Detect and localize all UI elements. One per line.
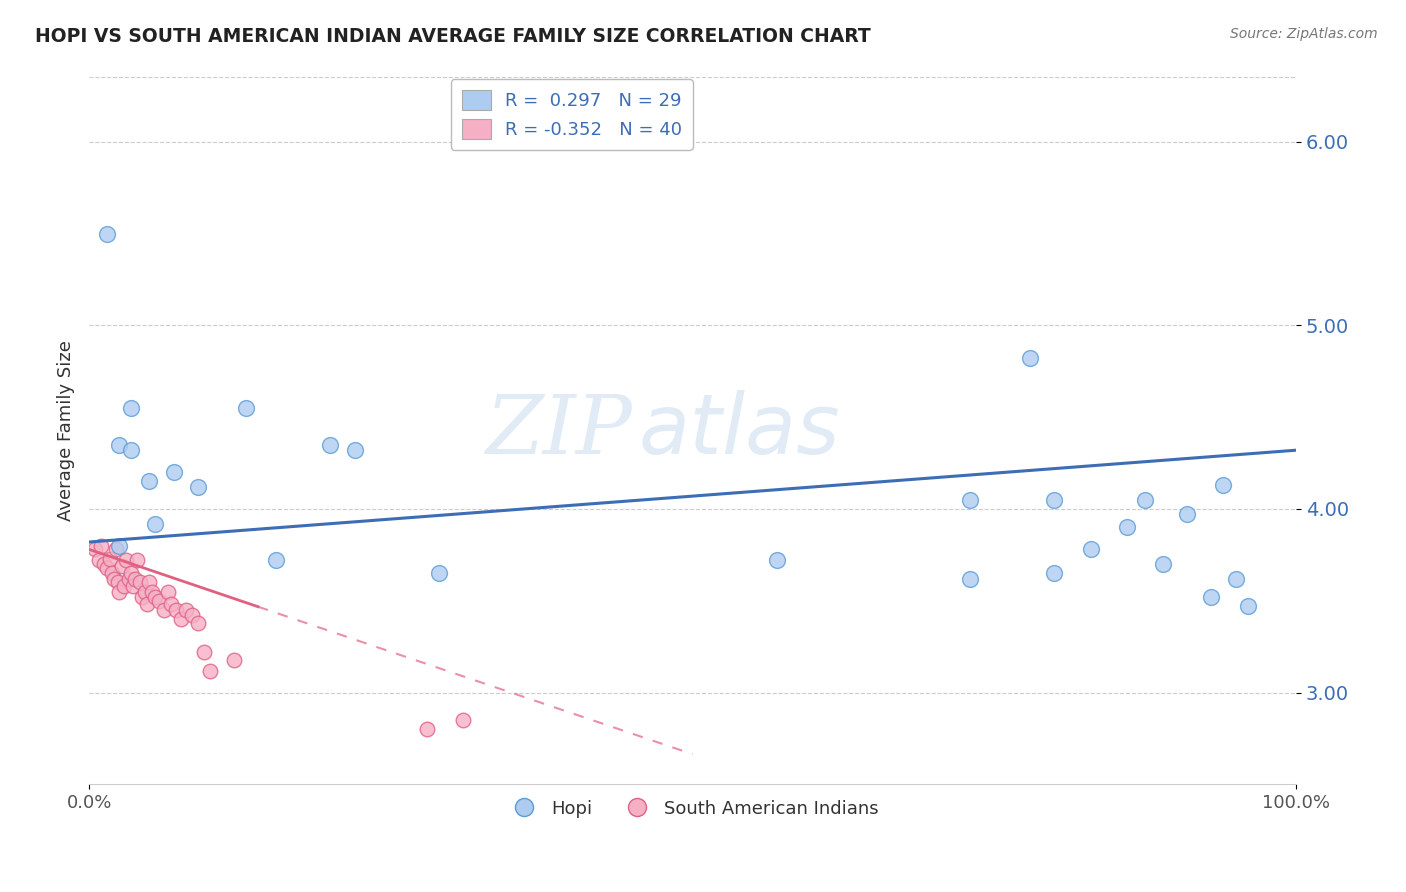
Text: atlas: atlas — [638, 391, 839, 472]
Point — [319, 438, 342, 452]
Point — [93, 557, 115, 571]
Point — [198, 664, 221, 678]
Point — [1175, 508, 1198, 522]
Point — [160, 598, 183, 612]
Point — [108, 584, 131, 599]
Point — [156, 584, 179, 599]
Point — [120, 443, 142, 458]
Point — [187, 480, 209, 494]
Point — [343, 443, 366, 458]
Point — [1236, 599, 1258, 614]
Point — [128, 575, 150, 590]
Point — [121, 579, 143, 593]
Point — [1043, 566, 1066, 581]
Point — [87, 553, 110, 567]
Point — [138, 475, 160, 489]
Point — [101, 566, 124, 581]
Text: ZIP: ZIP — [485, 391, 633, 471]
Point — [959, 572, 981, 586]
Point — [180, 608, 202, 623]
Point — [108, 438, 131, 452]
Point — [1212, 478, 1234, 492]
Point — [766, 553, 789, 567]
Point — [959, 492, 981, 507]
Point — [111, 558, 134, 573]
Point — [264, 553, 287, 567]
Point — [145, 590, 167, 604]
Point — [1133, 492, 1156, 507]
Point — [1225, 572, 1247, 586]
Point — [145, 516, 167, 531]
Point — [1115, 520, 1137, 534]
Point — [141, 584, 163, 599]
Point — [1201, 590, 1223, 604]
Point — [120, 401, 142, 415]
Point — [107, 575, 129, 590]
Text: HOPI VS SOUTH AMERICAN INDIAN AVERAGE FAMILY SIZE CORRELATION CHART: HOPI VS SOUTH AMERICAN INDIAN AVERAGE FA… — [35, 27, 870, 45]
Point — [165, 603, 187, 617]
Point — [1080, 542, 1102, 557]
Point — [148, 594, 170, 608]
Point — [124, 572, 146, 586]
Point — [136, 598, 159, 612]
Point — [1019, 351, 1042, 366]
Point — [427, 566, 450, 581]
Point — [108, 539, 131, 553]
Point — [120, 566, 142, 581]
Point — [103, 572, 125, 586]
Point — [112, 579, 135, 593]
Point — [1043, 492, 1066, 507]
Point — [138, 575, 160, 590]
Point — [170, 612, 193, 626]
Text: Source: ZipAtlas.com: Source: ZipAtlas.com — [1230, 27, 1378, 41]
Point — [131, 590, 153, 604]
Point — [98, 551, 121, 566]
Point — [193, 645, 215, 659]
Point — [115, 553, 138, 567]
Point — [416, 723, 439, 737]
Point — [451, 713, 474, 727]
Point — [104, 542, 127, 557]
Point — [84, 542, 107, 557]
Legend: Hopi, South American Indians: Hopi, South American Indians — [499, 792, 886, 825]
Point — [1152, 557, 1174, 571]
Point — [235, 401, 257, 415]
Point — [127, 553, 149, 567]
Point — [174, 603, 197, 617]
Y-axis label: Average Family Size: Average Family Size — [58, 341, 75, 521]
Point — [96, 227, 118, 241]
Point — [118, 572, 141, 586]
Point — [96, 560, 118, 574]
Point — [187, 615, 209, 630]
Point — [222, 652, 245, 666]
Point — [153, 603, 176, 617]
Point — [162, 465, 184, 479]
Point — [134, 584, 156, 599]
Point — [90, 539, 112, 553]
